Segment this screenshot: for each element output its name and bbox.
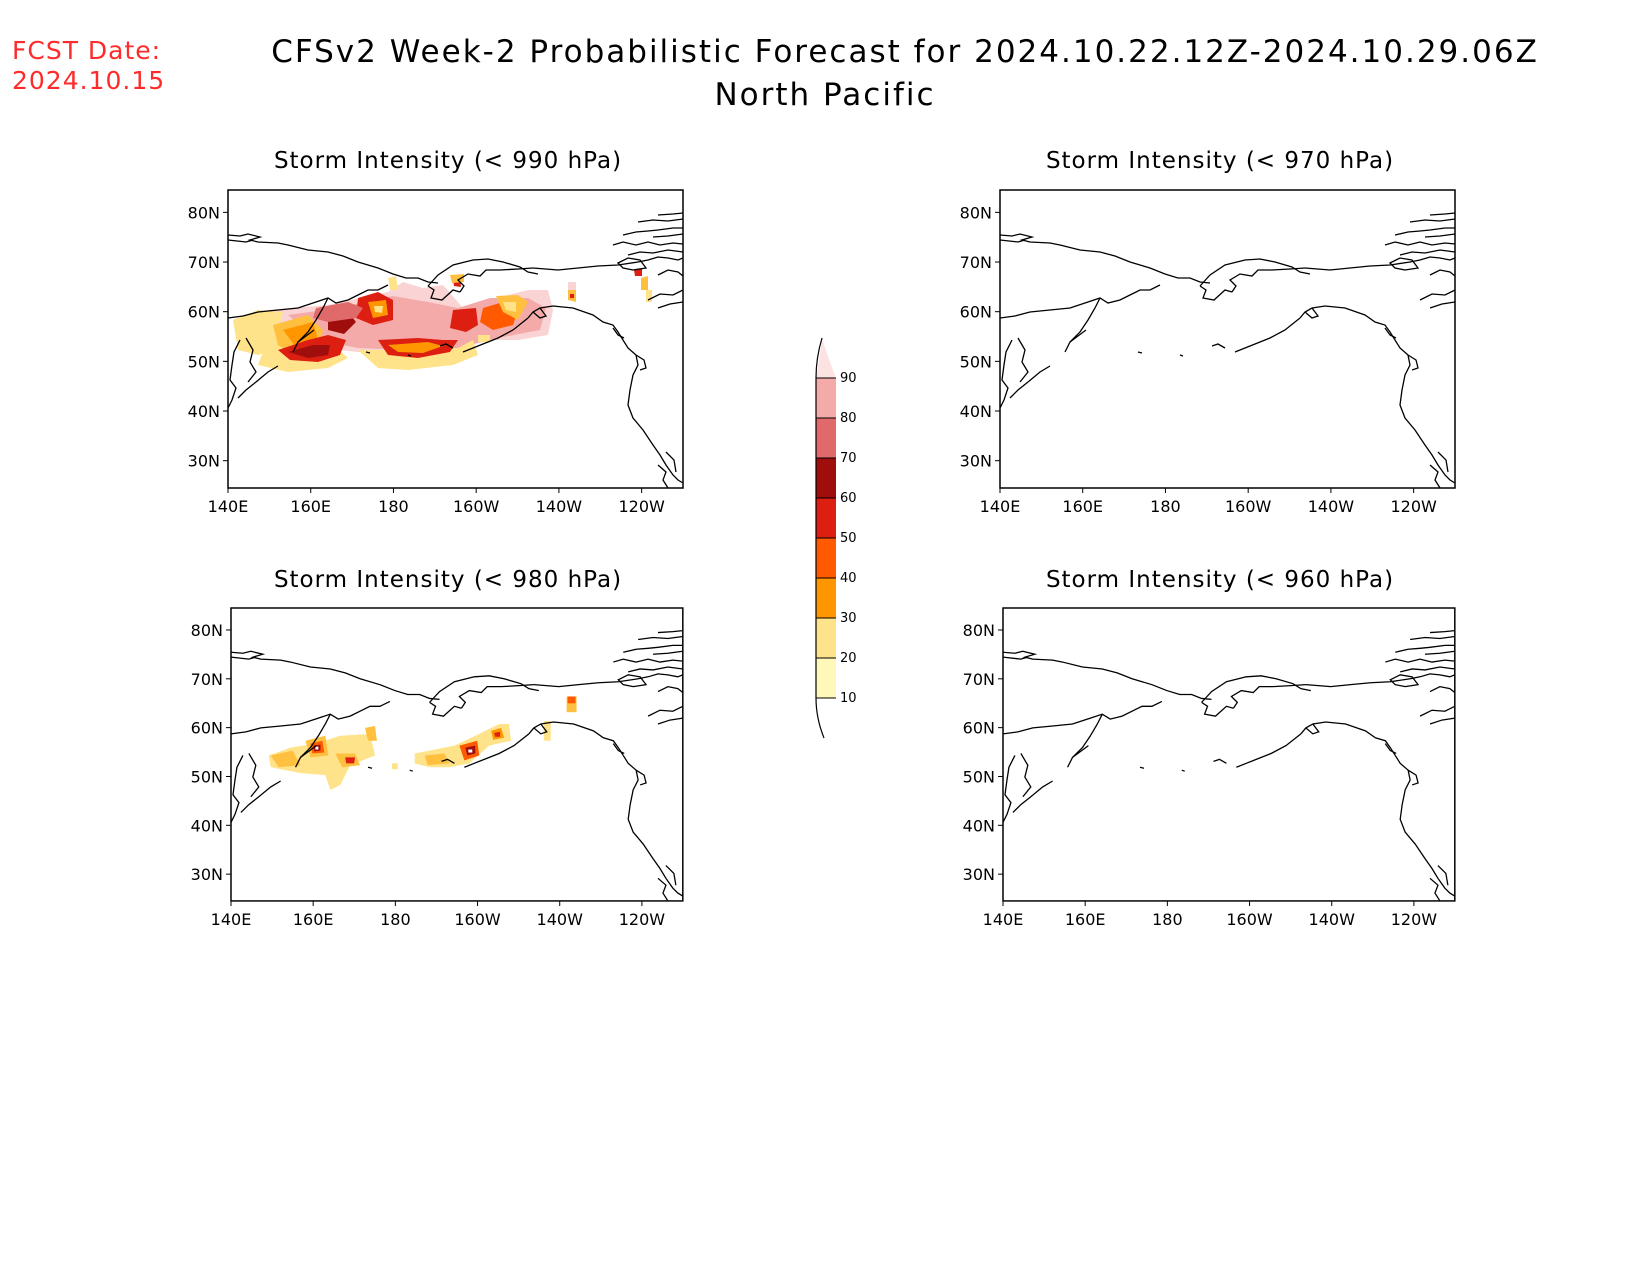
x-tick-label-180: 180 (1152, 910, 1183, 929)
forecast-date-value: 2024.10.15 (12, 66, 166, 95)
x-tick-label-140w: 140W (536, 497, 583, 516)
colorbar-label-40: 40 (840, 571, 857, 586)
prob-fill-980 (268, 696, 577, 790)
y-tick-label-30n: 30N (191, 865, 223, 884)
colorbar: 90 80 70 60 50 40 30 20 10 (815, 337, 857, 739)
y-tick-label-50n: 50N (191, 767, 223, 786)
y-tick-label-60n: 60N (191, 719, 223, 738)
map-frame (1002, 607, 1456, 902)
y-tick-label-50n: 50N (963, 767, 995, 786)
colorbar-bin-40-50 (816, 538, 836, 578)
y-tick-label-40n: 40N (188, 402, 220, 421)
x-tick-label-180: 180 (1150, 497, 1181, 516)
y-tick-label-70n: 70N (191, 670, 223, 689)
forecast-date-block: FCST Date: 2024.10.15 (12, 36, 165, 96)
y-tick-label-30n: 30N (188, 452, 220, 471)
x-tick-label-140w: 140W (1309, 910, 1356, 929)
y-tick-label-60n: 60N (188, 303, 220, 322)
panel-960-title: Storm Intensity (< 960 hPa) (1045, 567, 1395, 593)
y-tick-label-80n: 80N (188, 203, 220, 222)
y-tick-label-70n: 70N (188, 253, 220, 272)
y-tick-label-60n: 60N (960, 303, 992, 322)
colorbar-bin-70-80 (816, 418, 836, 458)
panel-960 (1002, 607, 1456, 902)
y-tick-label-30n: 30N (960, 452, 992, 471)
colorbar-label-70: 70 (840, 451, 857, 466)
colorbar-label-80: 80 (840, 411, 857, 426)
x-tick-label-120w: 120W (1391, 910, 1438, 929)
panel-980-title: Storm Intensity (< 980 hPa) (273, 567, 623, 593)
colorbar-bin-10-20 (816, 658, 836, 698)
colorbar-bin-20-30 (816, 618, 836, 658)
panel-990-title: Storm Intensity (< 990 hPa) (273, 148, 623, 174)
colorbar-bin-80-90 (816, 378, 836, 418)
panel-990 (227, 189, 684, 489)
y-tick-label-40n: 40N (960, 402, 992, 421)
x-tick-label-140e: 140E (980, 497, 1021, 516)
panel-970 (999, 189, 1456, 489)
colorbar-label-30: 30 (840, 611, 857, 626)
panel-970-title: Storm Intensity (< 970 hPa) (1045, 148, 1395, 174)
region-title: North Pacific (714, 77, 936, 113)
x-tick-label-140e: 140E (208, 497, 249, 516)
x-tick-label-120w: 120W (618, 497, 665, 516)
x-tick-label-180: 180 (380, 910, 411, 929)
y-tick-label-70n: 70N (960, 253, 992, 272)
y-tick-label-80n: 80N (960, 203, 992, 222)
forecast-date-label: FCST Date: (12, 36, 162, 65)
colorbar-label-10: 10 (840, 691, 857, 706)
main-title: CFSv2 Week-2 Probabilistic Forecast for … (271, 34, 1539, 70)
x-tick-label-160e: 160E (290, 497, 331, 516)
panel-980 (230, 607, 684, 902)
x-tick-label-140w: 140W (1308, 497, 1355, 516)
map-frame (230, 607, 684, 902)
x-tick-label-180: 180 (378, 497, 409, 516)
y-tick-label-30n: 30N (963, 865, 995, 884)
y-tick-label-80n: 80N (191, 621, 223, 640)
colorbar-label-60: 60 (840, 491, 857, 506)
colorbar-top-cap (816, 338, 836, 378)
colorbar-bin-50-60 (816, 498, 836, 538)
x-tick-label-160e: 160E (293, 910, 334, 929)
map-frame (227, 189, 684, 489)
y-tick-label-40n: 40N (191, 816, 223, 835)
map-frame (999, 189, 1456, 489)
x-tick-label-160w: 160W (1225, 497, 1272, 516)
colorbar-label-90: 90 (840, 371, 857, 386)
x-tick-label-160e: 160E (1062, 497, 1103, 516)
axes-layer: 140E 160E 180 160W 140W 120W 80N 70N 60N 50N 40N 30… (188, 203, 1438, 929)
y-tick-label-60n: 60N (963, 719, 995, 738)
y-tick-label-40n: 40N (963, 816, 995, 835)
y-tick-label-70n: 70N (963, 670, 995, 689)
x-tick-label-120w: 120W (1390, 497, 1437, 516)
x-tick-label-160e: 160E (1065, 910, 1106, 929)
x-tick-label-160w: 160W (454, 910, 501, 929)
y-tick-label-50n: 50N (188, 352, 220, 371)
x-tick-label-160w: 160W (1226, 910, 1273, 929)
colorbar-label-50: 50 (840, 531, 857, 546)
colorbar-bin-60-70 (816, 458, 836, 498)
x-tick-label-140w: 140W (537, 910, 584, 929)
colorbar-bin-30-40 (816, 578, 836, 618)
x-tick-label-160w: 160W (453, 497, 500, 516)
x-tick-label-140e: 140E (983, 910, 1024, 929)
x-tick-label-120w: 120W (619, 910, 666, 929)
x-tick-label-140e: 140E (211, 910, 252, 929)
y-tick-label-50n: 50N (960, 352, 992, 371)
colorbar-label-20: 20 (840, 651, 857, 666)
y-tick-label-80n: 80N (963, 621, 995, 640)
prob-fill-990 (233, 268, 652, 372)
